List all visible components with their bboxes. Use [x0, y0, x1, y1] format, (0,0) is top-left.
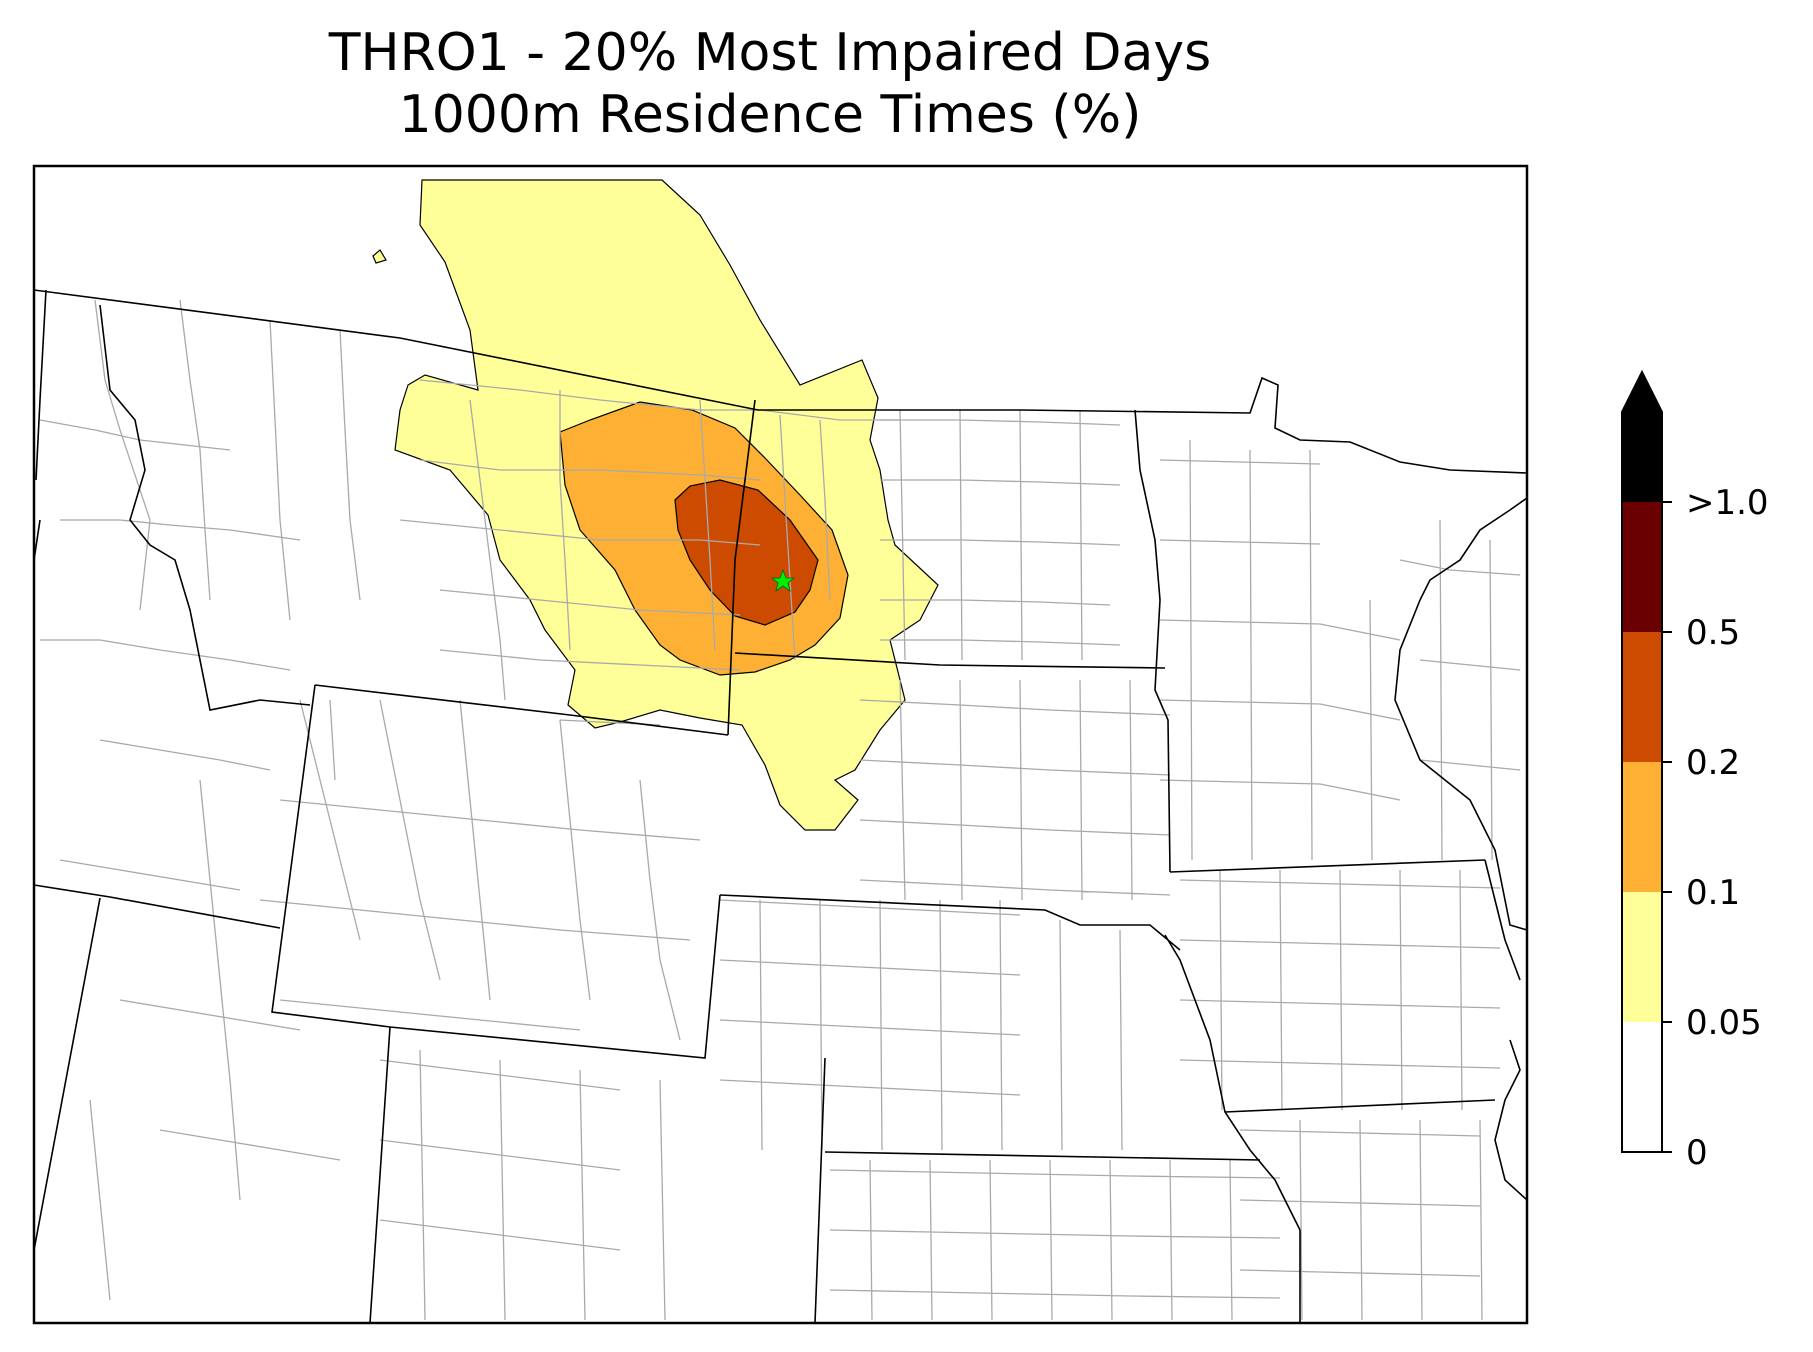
contour-0.05-islet — [372, 249, 387, 264]
colorbar-tick-label: 0.05 — [1686, 1003, 1762, 1043]
colorbar-outline — [1621, 369, 1663, 1153]
county-borders — [39, 299, 1521, 1321]
nevada-utah-border — [34, 897, 101, 1251]
colorbar-tick-label: >1.0 — [1686, 483, 1769, 523]
montana-wyoming-border — [314, 684, 729, 736]
title-line-1: THRO1 - 20% Most Impaired Days — [328, 23, 1212, 83]
colorbar-segment — [1622, 762, 1662, 892]
map-title: THRO1 - 20% Most Impaired Days 1000m Res… — [0, 22, 1540, 146]
dakota-minnesota-border — [1134, 409, 1171, 873]
sd-nebraska-border — [719, 894, 1181, 951]
colorbar-extend-arrow — [1622, 372, 1662, 502]
iowa-missouri-border — [1224, 1099, 1496, 1113]
state-borders — [34, 289, 1527, 1323]
colorado-box — [369, 1026, 826, 1323]
colorbar-segment — [1622, 892, 1662, 1022]
site-star-icon — [770, 568, 796, 592]
colorbar-tick-label: 0.2 — [1686, 743, 1740, 783]
missouri-river — [1164, 934, 1301, 1231]
map-frame — [32, 164, 1529, 1325]
map-area — [34, 166, 1527, 1323]
contour-fills — [372, 179, 939, 831]
title-line-2: 1000m Residence Times (%) — [398, 85, 1142, 145]
colorbar-tick-label: 0 — [1686, 1133, 1708, 1173]
contour-0.2 — [674, 479, 819, 626]
nebraska-kansas-border — [824, 1151, 1261, 1161]
mississippi-river — [1394, 599, 1527, 931]
colorbar-segment — [1622, 1022, 1662, 1152]
colorbar-segment — [1622, 502, 1662, 632]
lake-superior-shore — [1419, 497, 1527, 601]
minnesota-iowa-border — [1169, 859, 1486, 873]
montana-dakota-border — [727, 399, 756, 736]
colorbar-segment — [1622, 632, 1662, 762]
idaho-montana-border — [99, 304, 311, 711]
canada-us-border — [34, 289, 1527, 474]
colorbar-tick-label: 0.1 — [1686, 873, 1740, 913]
nd-sd-border — [734, 652, 1166, 669]
colorbar-tick-label: 0.5 — [1686, 613, 1740, 653]
utah-idaho-border — [34, 884, 281, 929]
colorbar: 0 0.05 0.1 0.2 0.5 >1.0 — [1621, 369, 1769, 1173]
